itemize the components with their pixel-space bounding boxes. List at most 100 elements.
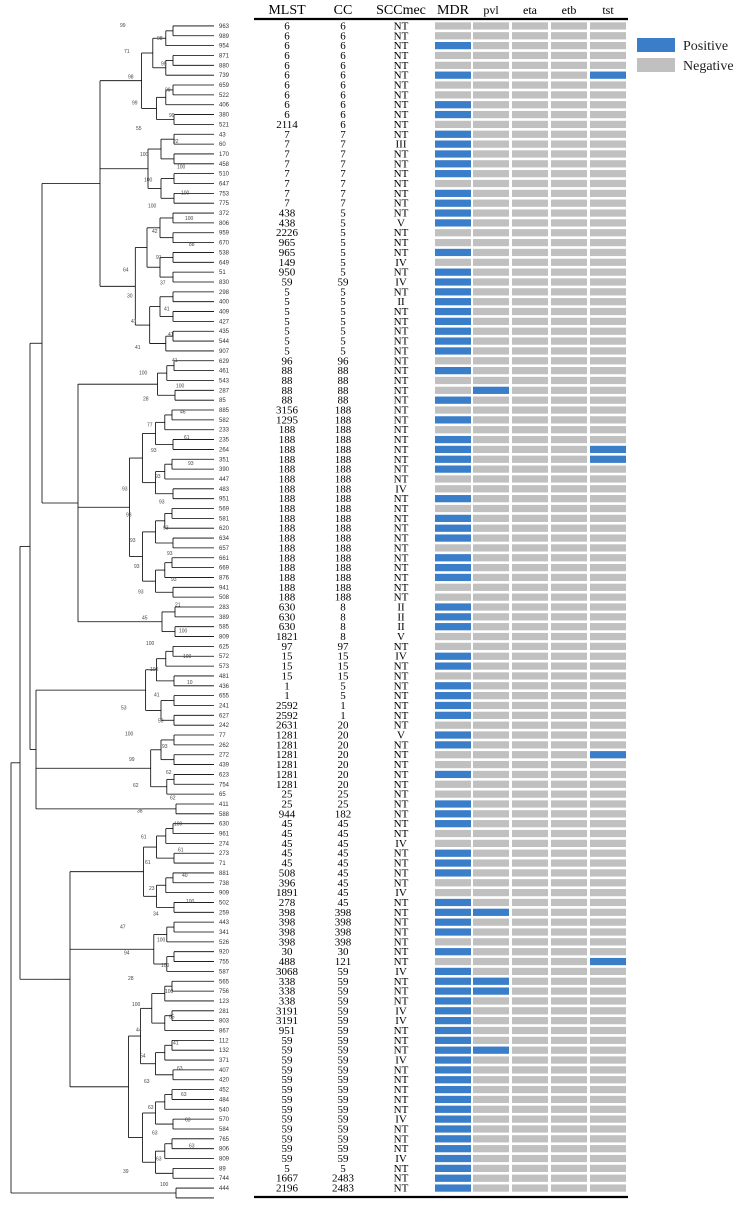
tst-marker	[590, 209, 626, 217]
scc-cell: NT	[394, 690, 409, 702]
isolate-label: 881	[219, 871, 230, 877]
scc-cell: NT	[394, 779, 409, 791]
mlst-cell: 45	[282, 828, 294, 840]
bootstrap-value: 100	[183, 654, 192, 660]
tst-marker	[590, 22, 626, 30]
mlst-cell: 951	[279, 1025, 296, 1037]
mlst-cell: 188	[279, 552, 296, 564]
etb-marker	[551, 1076, 587, 1084]
scc-cell: NT	[394, 552, 409, 564]
tst-marker	[590, 367, 626, 375]
tst-marker	[590, 71, 626, 79]
isolate-label: 439	[219, 763, 230, 769]
eta-marker	[512, 603, 548, 611]
etb-marker	[551, 997, 587, 1005]
bootstrap-value: 93	[130, 538, 136, 544]
pvl-marker	[473, 741, 509, 749]
table-rules	[254, 17, 628, 1199]
bootstrap-value: 63	[185, 1118, 191, 1124]
mdr-marker	[435, 504, 471, 513]
etb-marker	[551, 41, 587, 50]
tst-marker	[590, 692, 626, 700]
etb-marker	[551, 71, 587, 79]
mdr-marker	[435, 1085, 471, 1094]
isolate-label: 765	[219, 1137, 230, 1143]
cc-cell: 8	[340, 602, 346, 614]
tst-marker	[590, 219, 626, 227]
cc-cell: 188	[335, 434, 352, 446]
etb-marker	[551, 406, 587, 414]
etb-marker	[551, 741, 587, 749]
mdr-marker	[435, 829, 471, 838]
header-cc: CC	[334, 3, 353, 18]
etb-marker	[551, 209, 587, 217]
bootstrap-value: 34	[153, 912, 159, 918]
tst-marker	[590, 957, 626, 966]
cc-cell: 6	[340, 50, 346, 62]
isolate-label: 573	[219, 664, 230, 670]
etb-marker	[551, 1115, 587, 1123]
tst-marker	[590, 179, 626, 188]
tst-marker	[590, 987, 626, 995]
eta-marker	[512, 416, 548, 424]
pvl-marker	[473, 573, 509, 582]
tst-marker	[590, 307, 626, 316]
tst-marker	[590, 573, 626, 582]
tst-marker	[590, 1085, 626, 1094]
tst-marker	[590, 721, 626, 729]
isolate-label: 871	[219, 53, 230, 59]
etb-marker	[551, 179, 587, 188]
eta-marker	[512, 1007, 548, 1015]
tst-marker	[590, 91, 626, 99]
mdr-marker	[435, 41, 471, 50]
mdr-marker	[435, 790, 471, 798]
scc-cell: NT	[394, 946, 409, 958]
pvl-marker	[473, 367, 509, 375]
bootstrap-value: 100	[165, 989, 174, 995]
scc-cell: NT	[394, 80, 409, 92]
eta-marker	[512, 1076, 548, 1084]
scc-cell: NT	[394, 897, 409, 909]
etb-marker	[551, 120, 587, 129]
isolate-label: 89	[219, 1166, 226, 1172]
tst-marker	[590, 682, 626, 690]
etb-marker	[551, 1174, 587, 1182]
mlst-cell: 59	[282, 1055, 294, 1067]
pvl-marker	[473, 396, 509, 404]
pvl-marker	[473, 327, 509, 335]
mdr-marker	[435, 327, 471, 335]
etb-marker	[551, 396, 587, 404]
mlst-cell: 45	[282, 818, 294, 830]
mlst-cell: 438	[279, 208, 296, 220]
tst-marker	[590, 1184, 626, 1192]
cc-cell: 59	[338, 1074, 350, 1086]
isolate-label: 481	[219, 674, 230, 680]
mdr-marker	[435, 682, 471, 690]
etb-marker	[551, 770, 587, 779]
cc-cell: 59	[338, 976, 350, 988]
isolate-label: 941	[219, 585, 230, 591]
etb-marker	[551, 22, 587, 30]
cc-cell: 6	[340, 80, 346, 92]
tst-marker	[590, 475, 626, 483]
scc-cell: NT	[394, 867, 409, 879]
scc-cell: II	[397, 611, 405, 623]
pvl-marker	[473, 563, 509, 572]
isolate-label: 435	[219, 329, 230, 335]
tst-marker	[590, 248, 626, 257]
mdr-marker	[435, 248, 471, 257]
scc-cell: NT	[394, 355, 409, 367]
pvl-marker	[473, 1184, 509, 1192]
cc-cell: 88	[338, 395, 350, 407]
eta-marker	[512, 1036, 548, 1044]
mlst-cell: 59	[282, 276, 294, 288]
cc-cell: 15	[338, 670, 350, 682]
bootstrap-value: 41	[172, 358, 178, 364]
mdr-marker	[435, 623, 471, 631]
cc-cell: 20	[338, 779, 350, 791]
pvl-marker	[473, 534, 509, 542]
scc-cell: NT	[394, 40, 409, 52]
mlst-cell: 188	[279, 523, 296, 535]
scc-cell: NT	[394, 995, 409, 1007]
